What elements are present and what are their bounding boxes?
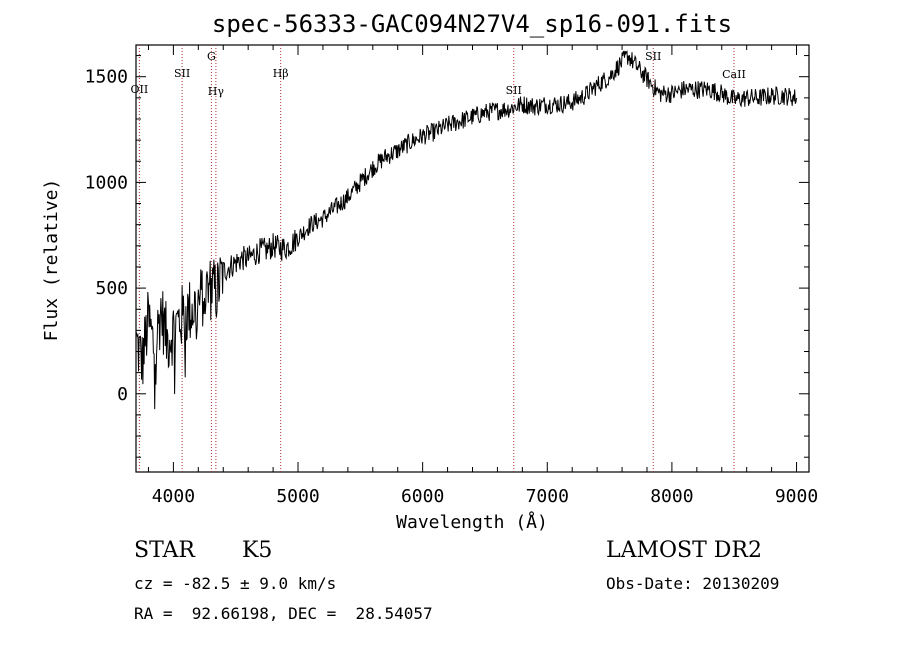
x-tick-label: 7000 <box>526 486 569 507</box>
axis-ticks: 4000 5000 6000 7000 8000 9000 0 500 1000 1500 <box>85 45 818 507</box>
spectral-line-label: Hβ <box>273 67 289 80</box>
observation-date: Obs-Date: 20130209 <box>606 574 780 593</box>
spectral-line-label: OII <box>131 83 149 96</box>
y-tick-label: 1000 <box>85 172 128 193</box>
x-tick-label: 5000 <box>276 486 319 507</box>
y-axis-label: Flux (relative) <box>41 179 62 342</box>
object-type: STAR <box>134 538 195 563</box>
y-tick-label: 500 <box>95 278 128 299</box>
spectral-line-label: G <box>207 50 216 63</box>
ra-dec-coordinates: RA = 92.66198, DEC = 28.54057 <box>134 604 433 623</box>
y-tick-label: 1500 <box>85 67 128 88</box>
x-tick-label: 4000 <box>152 486 195 507</box>
x-tick-label: 9000 <box>775 486 818 507</box>
x-tick-label: 6000 <box>401 486 444 507</box>
spectral-line-markers: OII SII G Hγ Hβ SII SII CaII <box>131 45 746 472</box>
spectral-line-label: SII <box>506 84 522 97</box>
y-tick-label: 0 <box>117 384 128 405</box>
x-tick-label: 8000 <box>650 486 693 507</box>
x-axis-label: Wavelength (Å) <box>396 511 548 533</box>
spectrum-series-line <box>136 50 797 410</box>
spectral-line-label: SII <box>645 50 661 63</box>
survey-name: LAMOST DR2 <box>606 538 762 563</box>
chart-title: spec-56333-GAC094N27V4_sp16-091.fits <box>212 10 732 38</box>
spectral-line-label: CaII <box>722 68 746 81</box>
spectral-line-label: SII <box>174 67 190 80</box>
redshift-velocity: cz = -82.5 ± 9.0 km/s <box>134 574 337 593</box>
spectral-line-label: Hγ <box>208 85 225 98</box>
object-subclass: K5 <box>242 538 273 563</box>
